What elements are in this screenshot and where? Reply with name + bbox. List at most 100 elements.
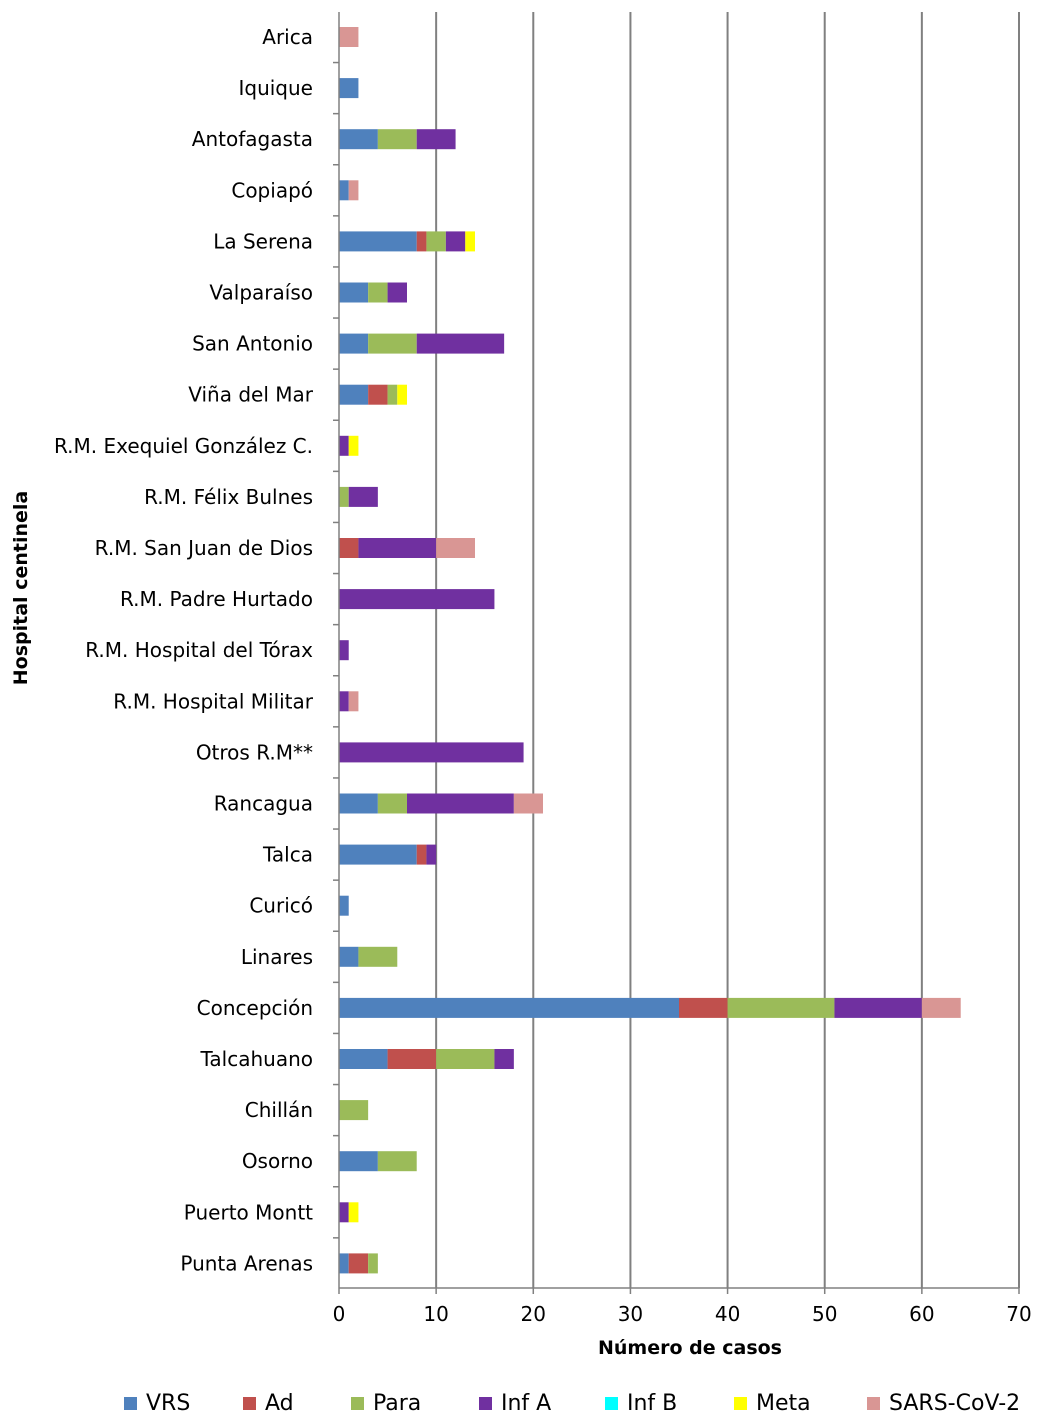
bar-segment-para xyxy=(368,282,388,303)
bar-segment-vrs xyxy=(339,1151,378,1172)
labels-layer: 0 10 20 30 40 50 60 70 Arica Iquique Antofagasta Co… xyxy=(54,25,1032,1326)
bar-segment-para xyxy=(368,333,417,354)
bar-segment-inf-a xyxy=(494,1049,514,1069)
bar-segment-vrs xyxy=(339,793,378,814)
x-tick-label: 20 xyxy=(521,1302,546,1326)
category-label: Curicó xyxy=(249,894,313,918)
bar-segment-sars-cov-2 xyxy=(921,997,961,1018)
bar-segment-sars-cov-2 xyxy=(339,27,359,47)
bars-layer xyxy=(339,27,961,1274)
bar-segment-para xyxy=(436,1049,495,1069)
bar-segment-ad xyxy=(339,538,359,558)
y-axis-title: Hospital centinela xyxy=(10,491,32,685)
bar-segment-para xyxy=(377,1151,417,1172)
category-label: Concepción xyxy=(197,996,313,1020)
bar-segment-vrs xyxy=(339,282,369,303)
category-label: R.M. San Juan de Dios xyxy=(95,536,313,560)
bar-segment-ad xyxy=(416,231,427,252)
category-label: Punta Arenas xyxy=(180,1251,313,1275)
bar-segment-inf-a xyxy=(339,1202,349,1223)
bar-segment-sars-cov-2 xyxy=(348,691,359,712)
x-tick-label: 70 xyxy=(1006,1302,1031,1326)
bar-segment-inf-a xyxy=(445,231,466,252)
bar-segment-meta xyxy=(465,231,475,252)
bar-segment-vrs xyxy=(339,895,349,916)
bar-segment-inf-a xyxy=(339,691,349,712)
legend-label: Inf B xyxy=(627,1391,677,1416)
legend: VRS Ad Para Inf A Inf B Meta SARS-CoV-2 xyxy=(124,1391,1020,1416)
category-label: Copiapó xyxy=(231,178,313,202)
legend-label: Ad xyxy=(265,1391,294,1416)
category-label: R.M. Hospital del Tórax xyxy=(85,638,313,662)
bar-segment-meta xyxy=(397,384,407,405)
legend-label: Para xyxy=(373,1391,421,1416)
legend-label: SARS-CoV-2 xyxy=(889,1391,1020,1416)
legend-label: VRS xyxy=(146,1391,190,1416)
bar-segment-para xyxy=(426,231,446,252)
bar-segment-vrs xyxy=(339,844,417,865)
x-axis-title: Número de casos xyxy=(598,1337,782,1359)
category-label: Puerto Montt xyxy=(184,1200,313,1224)
bar-segment-vrs xyxy=(339,333,369,354)
x-tick-label: 50 xyxy=(812,1302,837,1326)
bar-segment-ad xyxy=(368,384,388,405)
bar-segment-vrs xyxy=(339,129,378,150)
bar-segment-inf-a xyxy=(339,435,349,456)
category-label: Talcahuano xyxy=(200,1047,314,1071)
bar-segment-inf-a xyxy=(426,844,437,865)
category-label: Viña del Mar xyxy=(188,383,314,407)
bar-segment-meta xyxy=(348,1202,359,1223)
bar-segment-para xyxy=(368,1253,378,1274)
bar-segment-para xyxy=(339,486,349,507)
legend-swatch xyxy=(243,1397,256,1410)
category-label: Otros R.M** xyxy=(196,740,313,764)
bar-segment-ad xyxy=(348,1253,369,1274)
category-label: La Serena xyxy=(213,229,313,253)
bar-segment-meta xyxy=(348,435,359,456)
category-label: Rancagua xyxy=(214,792,313,816)
bar-segment-vrs xyxy=(339,946,359,967)
category-label: R.M. Hospital Militar xyxy=(113,689,313,713)
category-label: Antofagasta xyxy=(192,127,313,151)
bar-segment-sars-cov-2 xyxy=(513,793,543,814)
x-tick-label: 0 xyxy=(333,1302,346,1326)
category-label: Osorno xyxy=(242,1149,313,1173)
bar-segment-inf-a xyxy=(407,793,514,814)
category-label: Iquique xyxy=(238,76,313,100)
bar-segment-ad xyxy=(679,997,728,1018)
legend-swatch xyxy=(867,1397,880,1410)
legend-label: Meta xyxy=(756,1391,811,1416)
bar-segment-inf-a xyxy=(339,640,349,661)
legend-label: Inf A xyxy=(501,1391,551,1416)
bar-segment-inf-a xyxy=(348,486,378,507)
category-label: R.M. Padre Hurtado xyxy=(120,587,313,611)
category-label: R.M. Félix Bulnes xyxy=(144,485,313,509)
x-tick-label: 10 xyxy=(423,1302,448,1326)
bar-segment-ad xyxy=(387,1049,437,1069)
x-tick-label: 60 xyxy=(909,1302,934,1326)
bar-segment-ad xyxy=(416,844,427,865)
bar-segment-inf-a xyxy=(339,589,495,610)
category-label: Talca xyxy=(262,843,313,867)
legend-swatch xyxy=(351,1397,364,1410)
bar-segment-inf-a xyxy=(416,333,505,354)
bar-segment-inf-a xyxy=(834,997,922,1018)
bar-segment-para xyxy=(339,1100,369,1121)
bar-segment-sars-cov-2 xyxy=(348,180,359,201)
bar-segment-para xyxy=(727,997,835,1018)
bar-segment-inf-a xyxy=(358,538,437,558)
bar-segment-para xyxy=(358,946,398,967)
category-label: R.M. Exequiel González C. xyxy=(54,434,313,458)
bar-segment-vrs xyxy=(339,1253,349,1274)
bar-segment-inf-a xyxy=(387,282,407,303)
bar-segment-para xyxy=(377,793,407,814)
category-label: Arica xyxy=(262,25,313,49)
bar-segment-vrs xyxy=(339,78,359,99)
axis-layer xyxy=(333,12,1020,1294)
legend-swatch xyxy=(124,1397,137,1410)
bar-segment-vrs xyxy=(339,180,349,201)
legend-swatch xyxy=(734,1397,747,1410)
bar-segment-sars-cov-2 xyxy=(436,538,475,558)
